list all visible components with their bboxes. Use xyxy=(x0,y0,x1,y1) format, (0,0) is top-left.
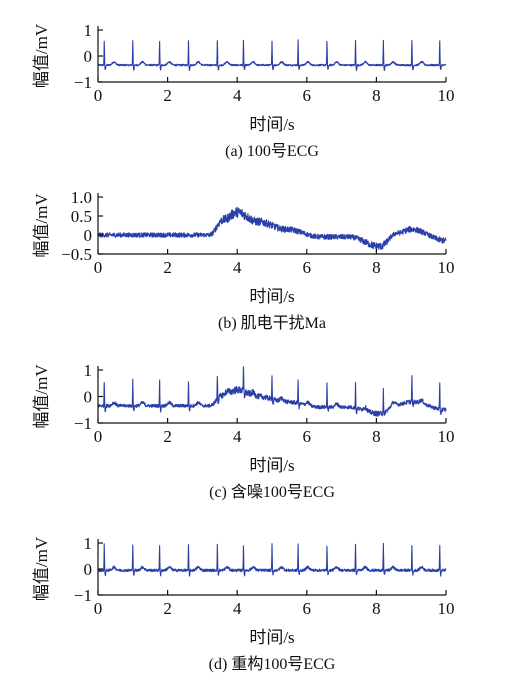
panel-caption: (d) 重构100号ECG xyxy=(209,655,336,673)
x-tick-label: 4 xyxy=(233,599,242,618)
x-tick-label: 4 xyxy=(233,86,242,105)
x-tick-label: 0 xyxy=(94,258,103,277)
y-axis-label: 幅值/mV xyxy=(32,23,51,88)
panel-caption: (b) 肌电干扰Ma xyxy=(218,314,326,332)
y-tick-label: 0.5 xyxy=(71,207,92,226)
y-tick-label: 0 xyxy=(84,47,93,66)
x-tick-label: 4 xyxy=(233,258,242,277)
x-tick-label: 6 xyxy=(303,86,312,105)
y-tick-label: 1.0 xyxy=(71,188,92,207)
x-tick-label: 8 xyxy=(372,599,381,618)
y-tick-label: 1 xyxy=(84,361,93,380)
x-tick-label: 6 xyxy=(303,258,312,277)
x-tick-label: 0 xyxy=(94,86,103,105)
y-tick-label: 1 xyxy=(84,21,93,40)
panel-caption: (a) 100号ECG xyxy=(225,142,319,160)
x-tick-label: 2 xyxy=(163,258,172,277)
x-axis-label: 时间/s xyxy=(249,287,294,306)
x-axis-label: 时间/s xyxy=(249,115,294,134)
y-tick-label: −1 xyxy=(74,414,92,433)
y-tick-label: −1 xyxy=(74,586,92,605)
y-axis-label: 幅值/mV xyxy=(32,193,51,258)
x-tick-label: 6 xyxy=(303,427,312,446)
x-tick-label: 8 xyxy=(372,86,381,105)
x-tick-label: 10 xyxy=(438,86,455,105)
x-tick-label: 0 xyxy=(94,427,103,446)
x-tick-label: 10 xyxy=(438,258,455,277)
signal-line xyxy=(97,39,447,71)
x-tick-label: 8 xyxy=(372,427,381,446)
x-tick-label: 10 xyxy=(438,599,455,618)
signal-line xyxy=(97,542,447,577)
signal-line xyxy=(97,206,447,251)
y-tick-label: 0 xyxy=(84,560,93,579)
y-axis-label: 幅值/mV xyxy=(32,364,51,429)
x-tick-label: 8 xyxy=(372,258,381,277)
x-tick-label: 2 xyxy=(163,599,172,618)
y-tick-label: 0 xyxy=(84,226,93,245)
y-tick-label: −0.5 xyxy=(61,245,92,264)
y-tick-label: 1 xyxy=(84,534,93,553)
x-tick-label: 2 xyxy=(163,86,172,105)
x-axis-label: 时间/s xyxy=(249,628,294,647)
x-tick-label: 6 xyxy=(303,599,312,618)
x-tick-label: 0 xyxy=(94,599,103,618)
y-axis-label: 幅值/mV xyxy=(32,536,51,601)
panel-caption: (c) 含噪100号ECG xyxy=(209,483,335,501)
x-tick-label: 2 xyxy=(163,427,172,446)
y-tick-label: −1 xyxy=(74,73,92,92)
x-tick-label: 4 xyxy=(233,427,242,446)
x-tick-label: 10 xyxy=(438,427,455,446)
signal-line xyxy=(97,366,447,417)
y-tick-label: 0 xyxy=(84,388,93,407)
x-axis-label: 时间/s xyxy=(249,456,294,475)
